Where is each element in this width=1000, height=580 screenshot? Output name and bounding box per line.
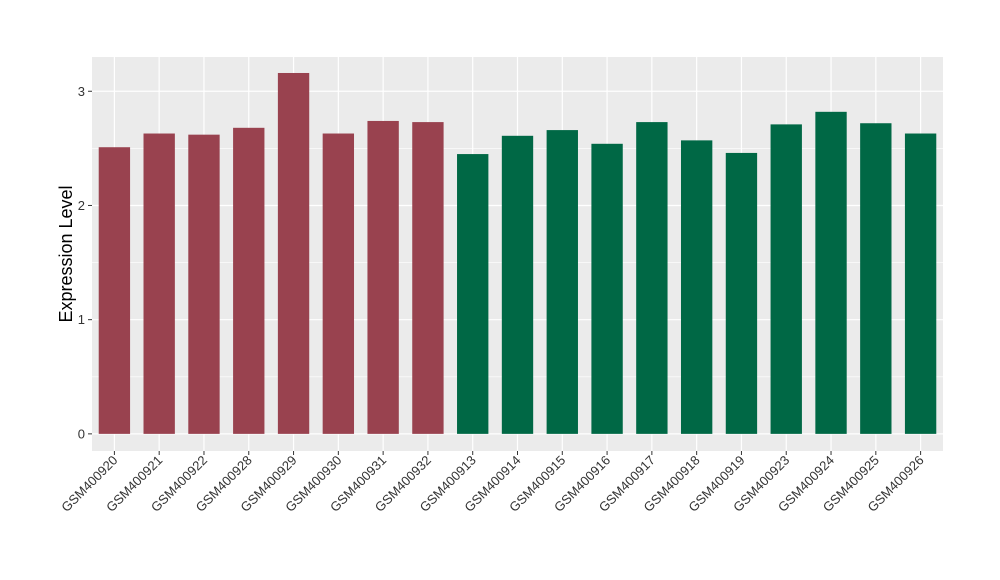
y-axis-title: Expression Level — [56, 185, 76, 322]
bar-GSM400916 — [591, 143, 623, 434]
bar-GSM400929 — [277, 72, 310, 434]
bar-GSM400928 — [233, 127, 265, 434]
bar-GSM400913 — [457, 154, 489, 434]
y-tick-label: 2 — [78, 198, 85, 213]
bars — [98, 72, 937, 434]
bar-GSM400930 — [322, 133, 355, 434]
bar-GSM400923 — [770, 124, 802, 434]
bar-GSM400914 — [501, 135, 534, 434]
y-tick-label: 0 — [78, 426, 85, 441]
bar-GSM400921 — [143, 133, 175, 434]
bar-GSM400924 — [815, 111, 847, 434]
bar-GSM400926 — [904, 133, 937, 434]
bar-GSM400920 — [98, 147, 131, 434]
bar-GSM400925 — [860, 123, 892, 434]
bar-GSM400918 — [680, 140, 713, 434]
bar-GSM400915 — [546, 130, 578, 434]
bar-GSM400922 — [188, 134, 220, 434]
bar-GSM400931 — [367, 120, 399, 434]
y-tick-label: 3 — [78, 84, 85, 99]
bar-GSM400919 — [725, 152, 758, 434]
bar-GSM400917 — [636, 122, 668, 434]
bar-GSM400932 — [412, 122, 444, 434]
y-tick-label: 1 — [78, 312, 85, 327]
